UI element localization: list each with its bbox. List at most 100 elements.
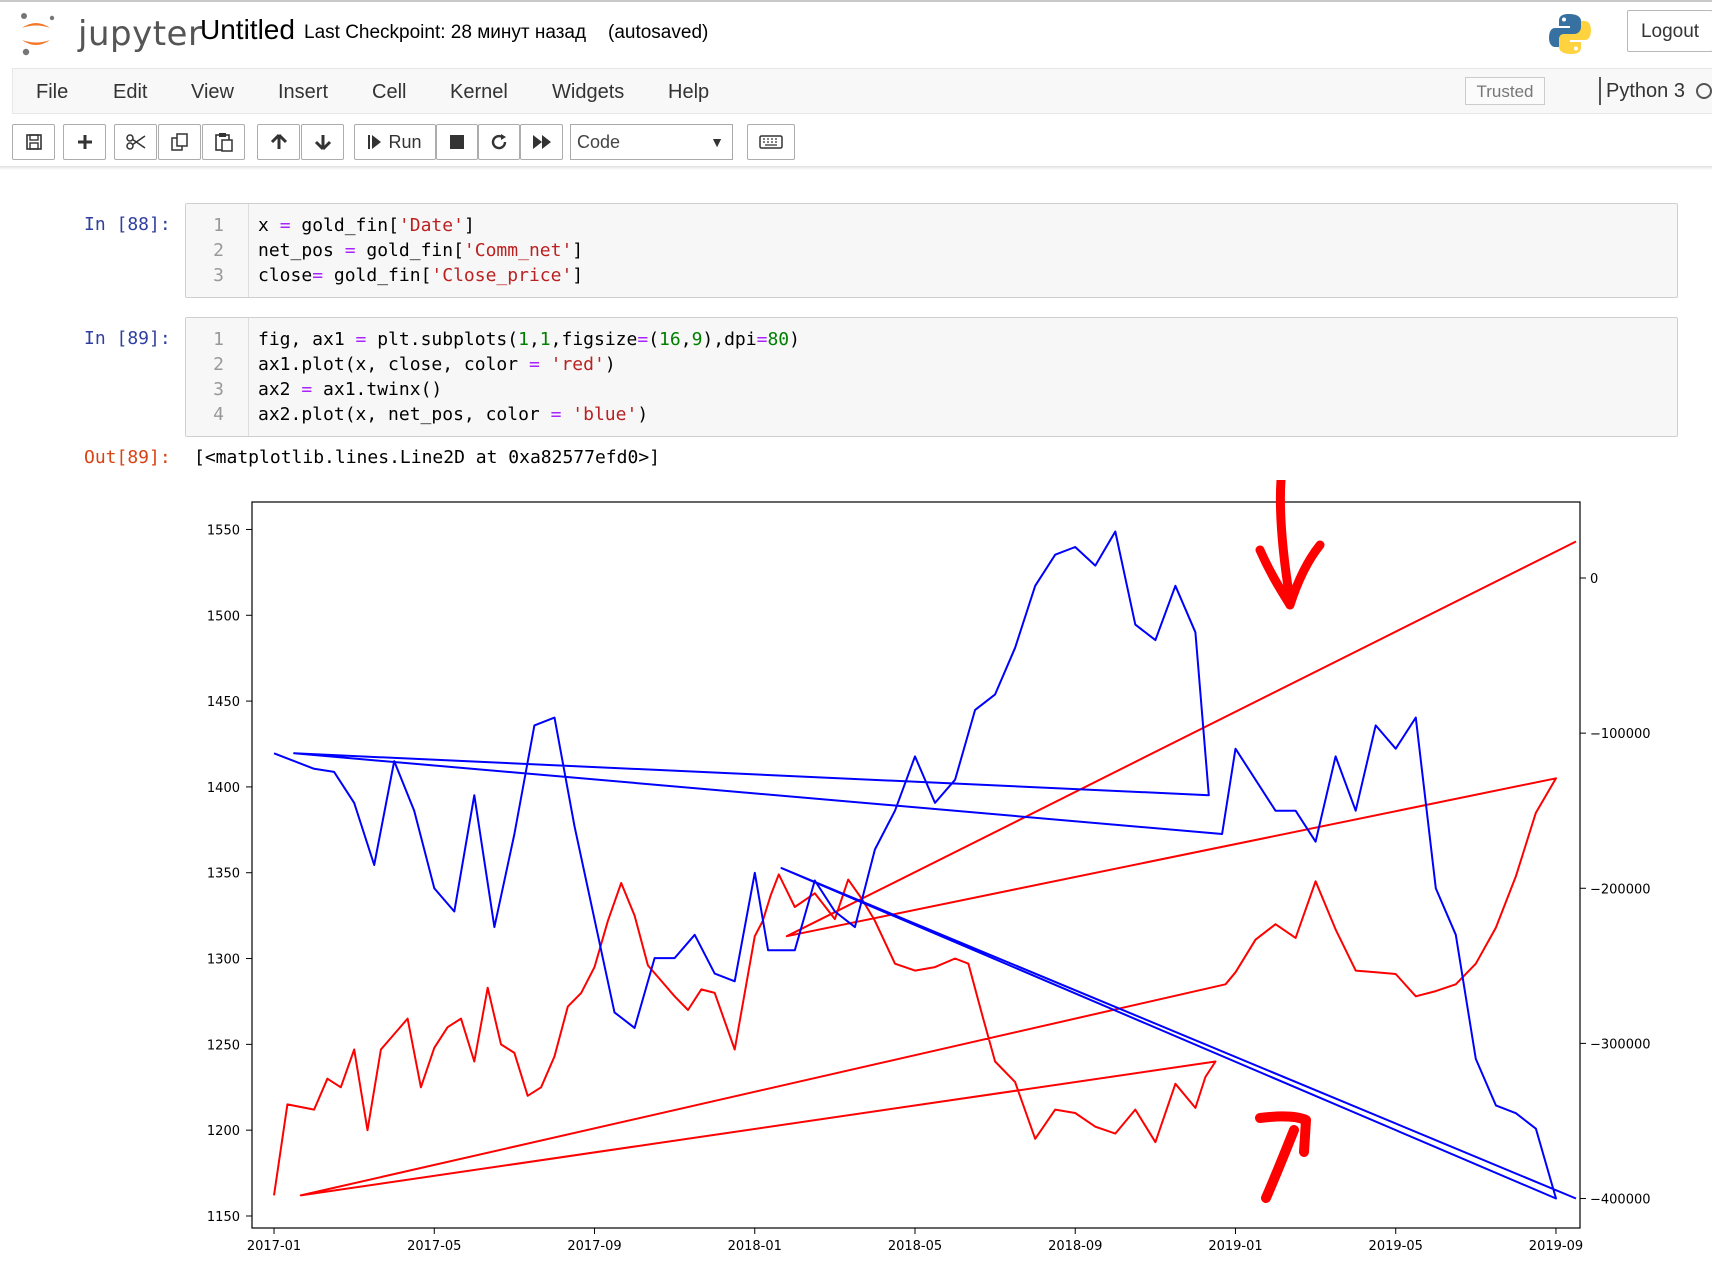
trusted-indicator[interactable]: Trusted [1465,77,1545,105]
step-forward-icon [368,135,382,149]
plus-icon [77,135,92,149]
menu-edit[interactable]: Edit [113,81,148,103]
menu-widgets[interactable]: Widgets [552,81,625,103]
move-up-button[interactable] [257,124,300,160]
cell-prompt: In [89]: [84,328,171,349]
menu-file[interactable]: File [36,81,69,103]
restart-button[interactable] [478,124,520,160]
line-number: 2 [213,354,224,375]
python-logo-icon [1549,14,1591,54]
restart-run-all-button[interactable] [520,124,563,160]
code-text: ax1.plot(x, close, color = 'red') [258,354,616,375]
paste-icon [214,133,233,152]
copy-button[interactable] [158,124,201,160]
y-left-tick-label: 1500 [207,609,240,624]
notebook-title[interactable]: Untitled [200,14,295,45]
y-right-tick-label: −300000 [1590,1037,1651,1052]
scissors-icon [125,134,145,150]
x-tick-label: 2018-09 [1048,1239,1102,1254]
x-tick-label: 2018-05 [888,1239,942,1254]
y-left-tick-label: 1400 [207,781,240,796]
cut-button[interactable] [114,124,157,160]
toolbar-shadow [0,166,1712,170]
output-text: [<matplotlib.lines.Line2D at 0xa82577efd… [194,447,660,468]
save-icon [25,134,42,150]
line-number: 4 [213,404,224,425]
line-number: 3 [213,265,224,286]
copy-icon [170,133,188,151]
menu-insert[interactable]: Insert [278,81,329,103]
menu-kernel[interactable]: Kernel [450,81,508,103]
menu-help[interactable]: Help [668,81,710,103]
code-text: ax2 = ax1.twinx() [258,379,443,400]
y-right-tick-label: −200000 [1590,882,1651,897]
x-tick-label: 2019-01 [1208,1239,1262,1254]
app-name: jupyter [78,14,203,54]
code-text: x = gold_fin['Date'] [258,215,475,236]
header: jupyter Untitled Last Checkpoint: 28 мин… [0,2,1712,66]
cell-prompt: In [88]: [84,214,171,235]
y-left-tick-label: 1250 [207,1038,240,1053]
y-left-tick-label: 1150 [207,1210,240,1225]
x-tick-label: 2017-05 [407,1239,461,1254]
insert-cell-button[interactable] [63,124,106,160]
x-tick-label: 2019-09 [1529,1239,1583,1254]
code-cell-88[interactable]: 1 x = gold_fin['Date'] 2 net_pos = gold_fi… [185,203,1678,298]
move-down-button[interactable] [301,124,344,160]
keyboard-icon [759,135,783,149]
save-button[interactable] [12,124,55,160]
menu-view[interactable]: View [191,81,234,103]
x-tick-label: 2018-01 [728,1239,782,1254]
stop-icon [450,135,464,149]
run-label: Run [388,131,422,152]
top-border [0,0,1712,2]
y-left-tick-label: 1350 [207,867,240,882]
x-tick-label: 2019-05 [1369,1239,1423,1254]
fast-forward-icon [532,135,551,149]
interrupt-button[interactable] [436,124,478,160]
series-line-0 [273,540,1577,1197]
annotation-arrow-down [1255,480,1325,610]
jupyter-logo-icon [21,13,55,56]
line-number: 3 [213,379,224,400]
y-left-tick-label: 1450 [207,695,240,710]
annotation-arrow-up [1255,1111,1311,1203]
line-gutter [186,204,249,297]
code-text: ax2.plot(x, net_pos, color = 'blue') [258,404,649,425]
y-right-tick-label: 0 [1590,572,1598,587]
output-prompt: Out[89]: [84,447,171,468]
line-number: 2 [213,240,224,261]
chevron-down-icon: ▼ [710,134,724,150]
y-left-tick-label: 1550 [207,523,240,538]
paste-button[interactable] [202,124,245,160]
menu-cell[interactable]: Cell [372,81,407,103]
kernel-separator [1599,77,1601,105]
output-chart: 2017-01 2017-05 2017-09 2018-01 2018-05 2018-… [207,480,1651,1254]
chart-lines [273,530,1577,1200]
line-number: 1 [213,329,224,350]
menubar: File Edit View Insert Cell Kernel Widget… [12,68,1712,114]
y-right-tick-label: −100000 [1590,727,1651,742]
command-palette-button[interactable] [747,124,795,160]
kernel-name[interactable]: Python 3 [1606,80,1685,102]
arrow-down-icon [314,135,331,151]
y-left-tick-label: 1200 [207,1124,240,1139]
chart-axes: 2017-01 2017-05 2017-09 2018-01 2018-05 2018-… [207,523,1651,1254]
code-cell-89[interactable]: 1 fig, ax1 = plt.subplots(1,1,figsize=(16… [185,317,1678,437]
jupyter-logo[interactable]: jupyter [18,10,202,58]
series-line-1 [273,530,1577,1200]
code-text: close= gold_fin['Close_price'] [258,265,584,286]
kernel-idle-icon [1696,83,1712,99]
cell-type-value: Code [577,132,621,152]
run-button[interactable]: Run [354,124,436,160]
autosave-status: (autosaved) [608,22,709,43]
logout-button[interactable]: Logout [1627,10,1712,52]
arrow-up-icon [270,133,287,149]
code-text: net_pos = gold_fin['Comm_net'] [258,240,584,261]
cell-type-select[interactable]: Code ▼ [570,124,733,160]
code-text: fig, ax1 = plt.subplots(1,1,figsize=(16,… [258,329,800,350]
plot-frame [251,501,1581,1229]
x-tick-label: 2017-09 [567,1239,621,1254]
toolbar: Run Code ▼ [0,118,1712,168]
line-gutter [186,318,249,436]
